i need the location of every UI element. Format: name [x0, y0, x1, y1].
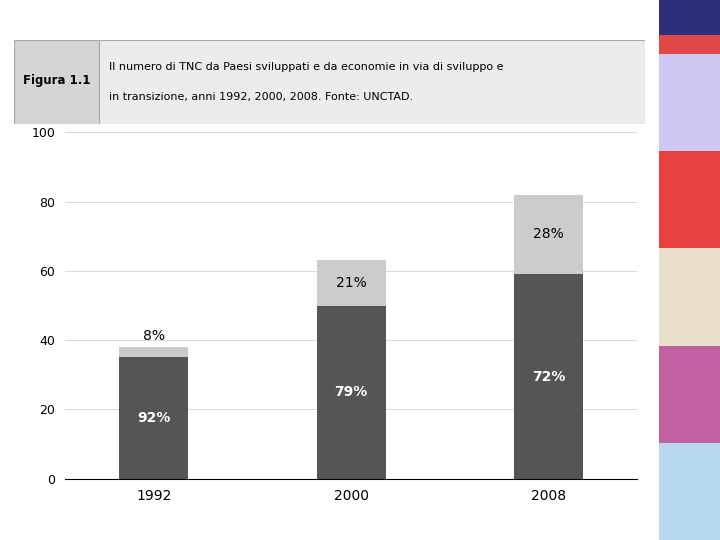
Bar — [659, 0, 720, 54]
Text: Tutti i diritti di riproduzione sono vietati: Tutti i diritti di riproduzione sono vie… — [429, 524, 649, 534]
Text: Il numero di TNC da Paesi sviluppati e da economie in via di sviluppo e: Il numero di TNC da Paesi sviluppati e d… — [109, 62, 503, 72]
Text: 92%: 92% — [137, 411, 171, 425]
Bar — [659, 346, 720, 443]
Bar — [659, 151, 720, 248]
Text: Gestione delle imprese internazionali 3/ed: Gestione delle imprese internazionali 3/… — [10, 504, 307, 517]
Bar — [119, 347, 188, 357]
Text: Matteo Caroli: Matteo Caroli — [10, 524, 84, 534]
Bar — [119, 357, 188, 479]
Text: Capitolo 1  -   L’internazionalizzazione delle imprese: scenari e tendenze: Capitolo 1 - L’internazionalizzazione de… — [17, 10, 670, 25]
Bar — [317, 306, 386, 479]
Bar — [14, 40, 99, 124]
Text: in transizione, anni 1992, 2000, 2008. Fonte: UNCTAD.: in transizione, anni 1992, 2000, 2008. F… — [109, 92, 413, 102]
Bar — [659, 248, 720, 346]
Text: 72%: 72% — [532, 369, 565, 383]
Bar — [514, 274, 583, 479]
Text: Copyright © 2016: Copyright © 2016 — [549, 506, 649, 516]
Bar — [317, 260, 386, 306]
Text: 8%: 8% — [143, 329, 165, 343]
Text: 79%: 79% — [335, 385, 368, 399]
Bar — [659, 0, 720, 35]
Text: 28%: 28% — [534, 227, 564, 241]
Bar — [514, 194, 583, 274]
Text: Figura 1.1: Figura 1.1 — [23, 74, 91, 87]
Text: 21%: 21% — [336, 276, 366, 290]
Bar — [659, 54, 720, 151]
